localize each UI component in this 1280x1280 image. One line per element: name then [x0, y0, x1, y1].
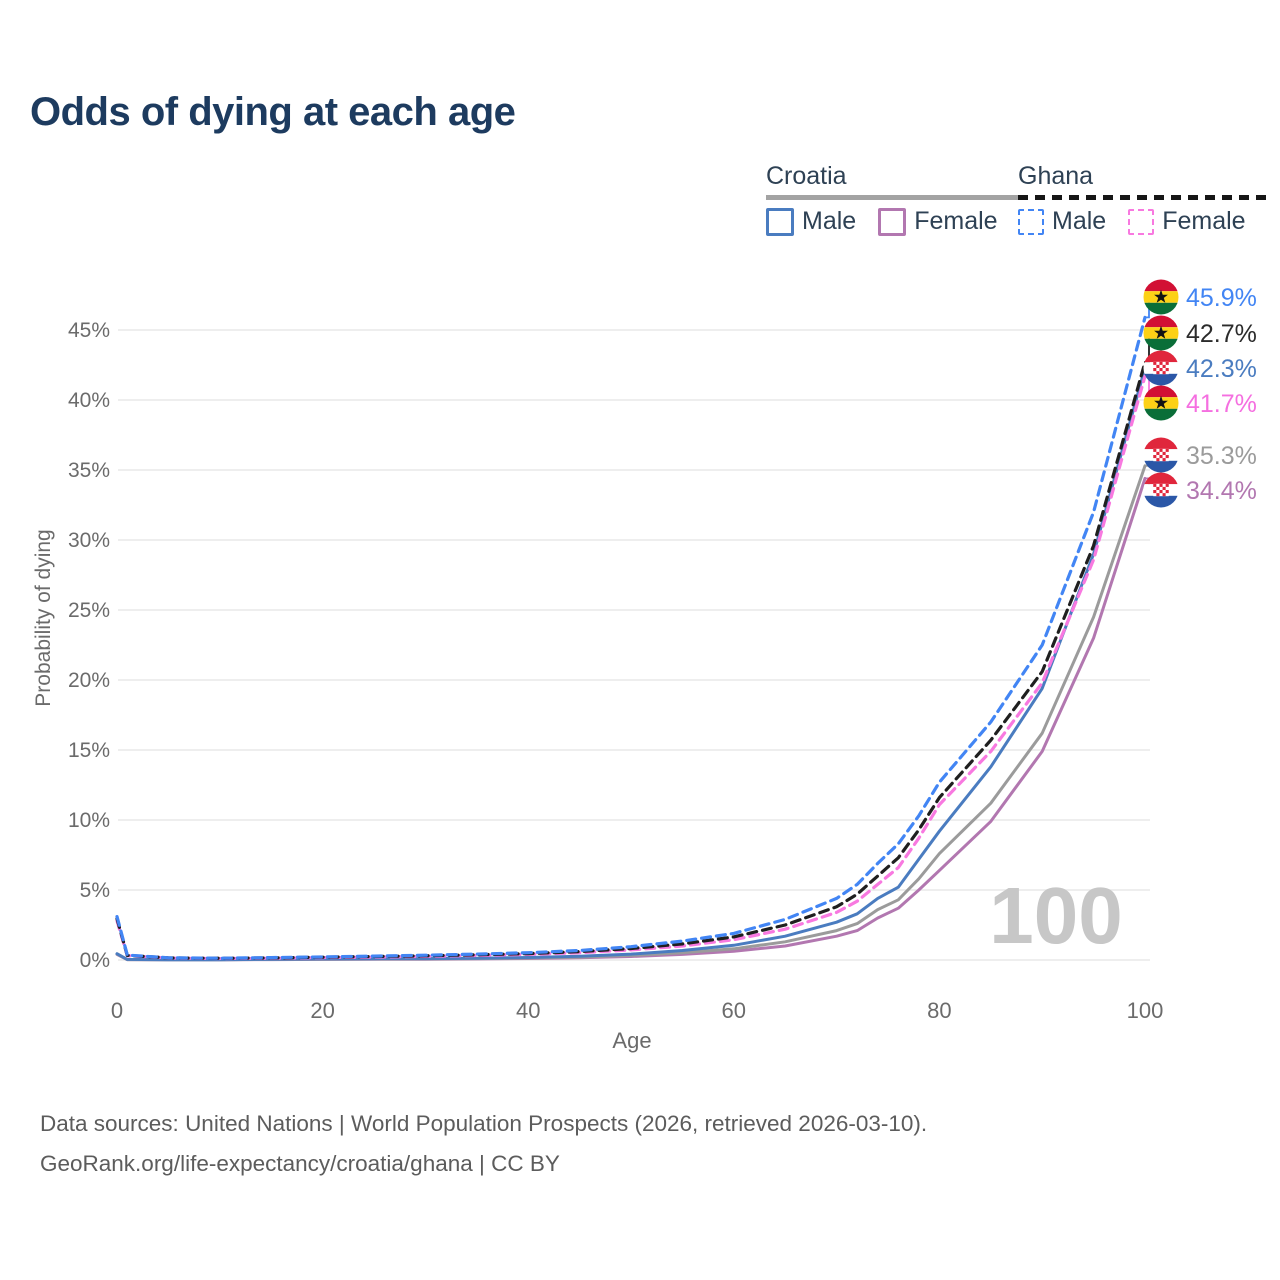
x-tick-label: 40: [516, 998, 540, 1023]
legend-ghana-title[interactable]: Ghana: [1018, 162, 1268, 200]
end-value-label-croatia-both: 35.3%: [1186, 442, 1257, 470]
legend-croatia-female-label[interactable]: Female: [914, 207, 998, 235]
series-line-ghana-both: [115, 360, 1147, 960]
legend-swatch-ghana-male[interactable]: [1018, 208, 1044, 235]
y-tick-label: 20%: [68, 669, 110, 692]
footer: Data sources: United Nations | World Pop…: [40, 1104, 927, 1184]
end-value-label-ghana-male: 45.9%: [1186, 284, 1257, 312]
croatia-flag-icon: [1143, 437, 1179, 473]
series-line-ghana-male: [115, 315, 1147, 960]
legend-croatia-items: Male Female: [766, 207, 1020, 236]
croatia-flag-icon: [1143, 472, 1179, 508]
y-axis-title: Probability of dying: [32, 529, 55, 707]
age-watermark: 100: [989, 871, 1122, 960]
y-tick-label: 45%: [68, 319, 110, 342]
legend-swatch-croatia-male[interactable]: [766, 207, 794, 236]
y-tick-label: 25%: [68, 599, 110, 622]
legend-swatch-ghana-female[interactable]: [1128, 208, 1155, 235]
y-tick-label: 0%: [80, 949, 110, 972]
x-tick-label: 100: [1127, 998, 1164, 1023]
y-tick-label: 35%: [68, 459, 110, 482]
x-tick-label: 60: [722, 998, 746, 1023]
legend-croatia-label: Croatia: [766, 162, 847, 190]
page-title: Odds of dying at each age: [30, 90, 516, 134]
x-tick-label: 0: [111, 998, 123, 1023]
y-tick-label: 10%: [68, 809, 110, 832]
y-tick-label: 5%: [80, 879, 110, 902]
x-tick-label: 80: [927, 998, 951, 1023]
end-value-label-croatia-male: 42.3%: [1186, 355, 1257, 383]
legend-group-ghana: Ghana Male Female: [1018, 162, 1268, 236]
croatia-line-swatch: [766, 195, 1020, 200]
croatia-flag-icon: [1143, 350, 1179, 386]
legend-ghana-label: Ghana: [1018, 162, 1094, 190]
legend-ghana-items: Male Female: [1018, 207, 1268, 236]
legend-group-croatia: Croatia Male Female: [766, 162, 1020, 236]
ghana-flag-icon: [1143, 279, 1179, 315]
footer-data-sources: Data sources: United Nations | World Pop…: [40, 1111, 928, 1136]
ghana-flag-icon: [1143, 385, 1179, 421]
ghana-line-swatch: [1018, 195, 1268, 200]
legend-swatch-croatia-female[interactable]: [878, 207, 907, 236]
legend-ghana-male-label[interactable]: Male: [1052, 207, 1107, 235]
x-axis-title: Age: [612, 1028, 652, 1053]
legend-ghana-female-label[interactable]: Female: [1162, 207, 1246, 235]
y-tick-label: 15%: [68, 739, 110, 762]
legend-croatia-title[interactable]: Croatia: [766, 162, 1020, 200]
end-value-label-ghana-both: 42.7%: [1186, 320, 1257, 348]
legend-croatia-male-label[interactable]: Male: [802, 207, 857, 235]
ghana-flag-icon: [1143, 315, 1179, 351]
footer-source-link[interactable]: GeoRank.org/life-expectancy/croatia/ghan…: [40, 1151, 560, 1176]
end-value-label-ghana-female: 41.7%: [1186, 390, 1257, 418]
y-tick-label: 40%: [68, 389, 110, 412]
end-value-label-croatia-female: 34.4%: [1186, 477, 1257, 505]
y-tick-label: 30%: [68, 529, 110, 552]
x-tick-label: 20: [310, 998, 334, 1023]
